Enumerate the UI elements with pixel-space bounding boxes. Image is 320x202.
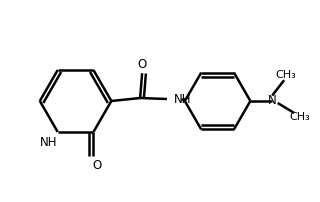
Text: O: O bbox=[138, 58, 147, 71]
Text: O: O bbox=[92, 159, 101, 172]
Text: NH: NH bbox=[174, 93, 191, 105]
Text: N: N bbox=[268, 95, 276, 107]
Text: CH₃: CH₃ bbox=[290, 112, 310, 122]
Text: CH₃: CH₃ bbox=[276, 70, 297, 80]
Text: NH: NH bbox=[40, 136, 58, 149]
